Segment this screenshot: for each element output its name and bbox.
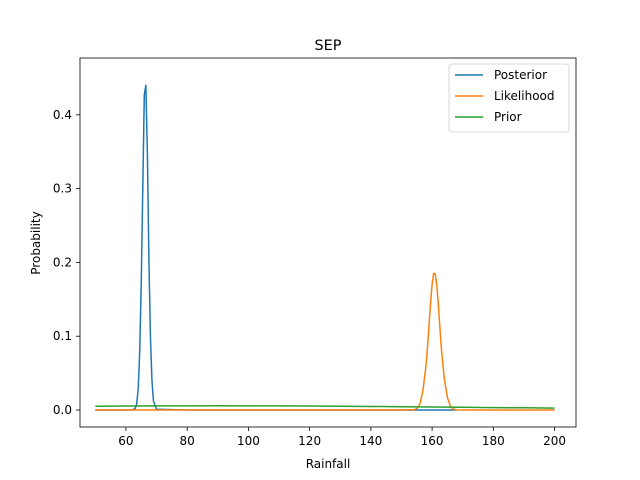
x-tick-label-0: 60	[118, 434, 133, 448]
plot-lines	[95, 84, 555, 411]
x-axis-label: Rainfall	[306, 457, 351, 471]
chart-title: SEP	[315, 38, 342, 54]
y-tick-label-4: 0.4	[53, 108, 72, 122]
y-tick-label-0: 0.0	[53, 403, 72, 417]
x-tick-label-4: 140	[359, 434, 382, 448]
legend-box	[448, 63, 570, 133]
series-line-1	[95, 272, 555, 411]
x-tick-label-1: 80	[180, 434, 195, 448]
y-tick-label-2: 0.2	[53, 255, 72, 269]
legend-label-2: Prior	[494, 110, 522, 124]
x-tick-label-6: 180	[482, 434, 505, 448]
series-line-2	[95, 405, 555, 409]
axes: 60 80 100 120 140 160 180 200 0.0 0.1 0.2 0.3 0.4	[53, 108, 566, 448]
legend-label-0: Posterior	[494, 68, 547, 82]
plot-frame	[79, 57, 577, 428]
legend: Posterior Likelihood Prior	[448, 63, 570, 133]
x-tick-label-2: 100	[237, 434, 260, 448]
y-tick-label-1: 0.1	[53, 329, 72, 343]
y-axis-label: Probability	[29, 211, 43, 274]
y-tick-label-3: 0.3	[53, 182, 72, 196]
x-tick-label-5: 160	[421, 434, 444, 448]
x-tick-label-7: 200	[543, 434, 566, 448]
legend-label-1: Likelihood	[494, 89, 555, 103]
x-tick-label-3: 120	[298, 434, 321, 448]
